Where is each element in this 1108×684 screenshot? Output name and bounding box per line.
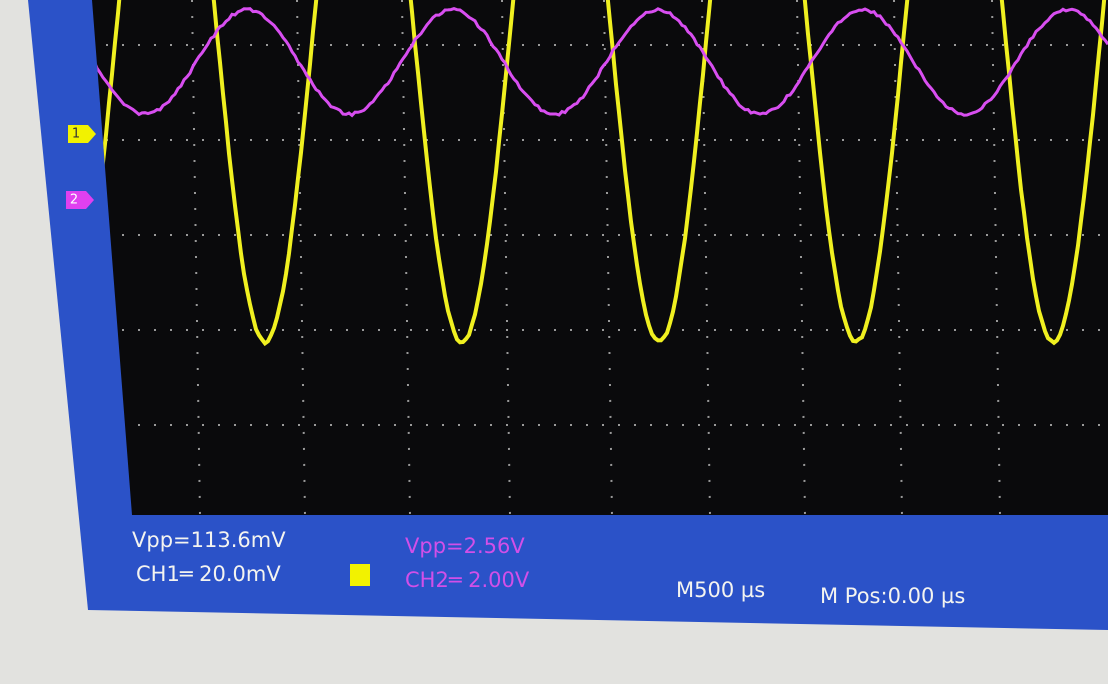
ch2-marker-label: 2 [70, 193, 78, 208]
ch2-vpp: Vpp=2.56V [405, 534, 525, 558]
ch1-vpp: Vpp=113.6mV [132, 528, 286, 552]
page: 1 2 Vpp=113.6mV CH1═ 20.0mV Vpp=2.56V CH… [0, 0, 1108, 684]
ch1-marker-label: 1 [72, 127, 80, 142]
screen [92, 0, 1108, 515]
ch1-bw-icon [350, 564, 370, 586]
oscilloscope-photo: 1 2 Vpp=113.6mV CH1═ 20.0mV Vpp=2.56V CH… [0, 0, 1108, 684]
ch2-scale: CH2═ 2.00V [405, 568, 530, 592]
timebase: M500 µs [676, 578, 765, 602]
ch1-scale: CH1═ 20.0mV [136, 562, 281, 586]
trigger-position: M Pos:0.00 µs [820, 584, 965, 608]
